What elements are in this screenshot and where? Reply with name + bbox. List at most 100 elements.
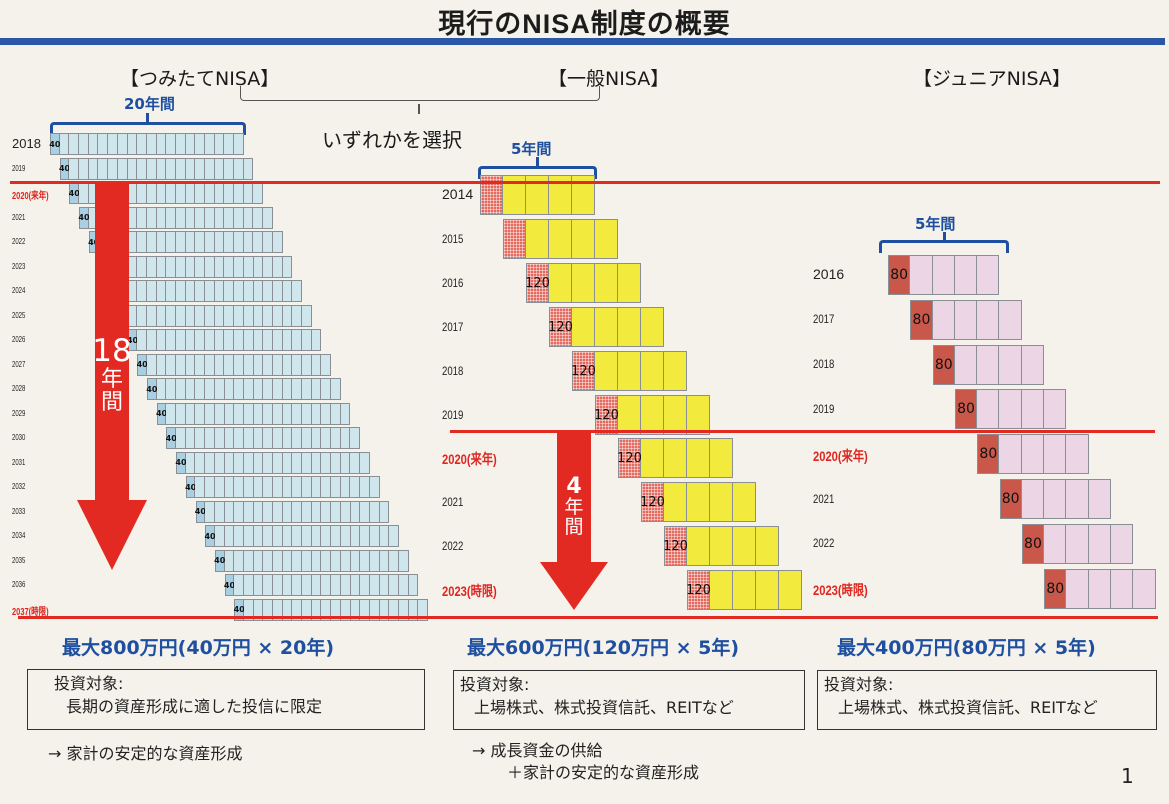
- tsumitate-holding-cell: [263, 353, 273, 376]
- tsumitate-holding-cell: [389, 549, 399, 572]
- general-holding-cell: [595, 263, 618, 303]
- tsumitate-holding-cell: [156, 206, 167, 229]
- tsumitate-holding-cell: [195, 304, 206, 327]
- tsumitate-year-label: 2018: [12, 135, 41, 151]
- general-holding-cell: [664, 395, 687, 435]
- tsumitate-holding-cell: [195, 206, 206, 229]
- tsumitate-year-label: 2033: [12, 506, 26, 516]
- general-arrow-label: 4 年 間: [557, 475, 591, 538]
- tsumitate-holding-cell: [369, 549, 380, 572]
- tsumitate-year-label: 2029: [12, 408, 26, 418]
- tsumitate-holding-cell: [185, 402, 196, 425]
- tsumitate-holding-cell: [243, 353, 254, 376]
- tsumitate-holding-cell: [69, 157, 80, 180]
- tsumitate-holding-cell: [156, 133, 167, 155]
- general-year-label: 2016: [442, 275, 464, 290]
- general-period-bracket: [478, 166, 597, 179]
- tsumitate-holding-cell: [214, 427, 225, 449]
- tsumitate-note: → 家計の安定的な資産形成: [48, 744, 243, 763]
- tsumitate-holding-cell: [127, 231, 138, 253]
- tsumitate-holding-cell: [263, 206, 273, 229]
- tsumitate-holding-cell: [224, 280, 235, 302]
- general-year-row: 120: [594, 395, 710, 435]
- tsumitate-holding-cell: [214, 255, 225, 278]
- tsumitate-holding-cell: [321, 500, 332, 523]
- tsumitate-holding-cell: [243, 304, 254, 327]
- tsumitate-bracket-stem: [146, 113, 149, 123]
- general-contribution-cell: 120: [571, 351, 596, 391]
- tsumitate-holding-cell: [176, 304, 186, 327]
- tsumitate-year-label: 2036: [12, 580, 26, 590]
- general-holding-cell: [572, 219, 595, 259]
- tsumitate-contribution-cell: 40: [156, 402, 167, 425]
- general-holding-cell: [687, 395, 710, 435]
- tsumitate-holding-cell: [224, 231, 235, 253]
- arrow-label-year: 年: [564, 496, 584, 519]
- general-holding-cell: [664, 351, 687, 391]
- tsumitate-holding-cell: [185, 378, 196, 400]
- tsumitate-holding-cell: [253, 353, 264, 376]
- junior-contribution-cell: 80: [999, 479, 1022, 519]
- tsumitate-holding-cell: [282, 255, 293, 278]
- tsumitate-holding-cell: [214, 500, 225, 523]
- tsumitate-year-row: 40: [146, 378, 341, 400]
- tsumitate-holding-cell: [292, 402, 302, 425]
- general-holding-cell: [595, 219, 618, 259]
- tsumitate-holding-cell: [195, 280, 206, 302]
- tsumitate-holding-cell: [234, 329, 244, 351]
- tsumitate-holding-cell: [234, 304, 244, 327]
- tsumitate-holding-cell: [302, 476, 312, 498]
- general-holding-cell: [549, 219, 572, 259]
- tsumitate-holding-cell: [340, 476, 351, 498]
- tsumitate-holding-cell: [185, 255, 196, 278]
- tsumitate-holding-cell: [137, 329, 147, 351]
- general-year-row: 120: [617, 438, 733, 478]
- general-year-row: 120: [686, 570, 802, 610]
- general-holding-cell: [572, 307, 595, 347]
- tsumitate-holding-cell: [166, 329, 177, 351]
- general-year-label: 2018: [442, 363, 464, 378]
- tsumitate-holding-cell: [185, 206, 196, 229]
- tsumitate-holding-cell: [224, 378, 235, 400]
- tsumitate-holding-cell: [166, 280, 176, 302]
- tsumitate-holding-cell: [146, 182, 157, 204]
- tsumitate-holding-cell: [234, 525, 244, 547]
- tsumitate-year-label: 2021: [12, 212, 26, 222]
- tsumitate-holding-cell: [214, 133, 225, 155]
- tsumitate-holding-cell: [243, 598, 254, 621]
- tsumitate-year-row: 40: [166, 427, 361, 449]
- tsumitate-holding-cell: [234, 451, 244, 474]
- junior-holding-cell: [910, 255, 933, 295]
- tsumitate-holding-cell: [302, 427, 312, 449]
- tsumitate-holding-cell: [282, 525, 293, 547]
- general-contribution-cell: 120: [525, 263, 550, 303]
- tsumitate-holding-cell: [243, 182, 254, 204]
- tsumitate-holding-cell: [253, 525, 264, 547]
- junior-year-label: 2022: [813, 536, 835, 551]
- tsumitate-holding-cell: [234, 255, 244, 278]
- tsumitate-holding-cell: [311, 549, 322, 572]
- tsumitate-holding-cell: [350, 500, 361, 523]
- tsumitate-holding-cell: [282, 378, 293, 400]
- junior-holding-cell: [977, 299, 1000, 340]
- tsumitate-holding-cell: [350, 451, 361, 474]
- tsumitate-holding-cell: [292, 476, 303, 498]
- general-year-label: 2023(時限): [442, 583, 497, 600]
- tsumitate-holding-cell: [185, 157, 196, 180]
- general-year-label: 2021: [442, 494, 464, 509]
- tsumitate-holding-cell: [88, 133, 99, 155]
- tsumitate-holding-cell: [243, 231, 254, 253]
- tsumitate-holding-cell: [243, 157, 254, 180]
- target-heading: 投資対象:: [824, 675, 894, 694]
- tsumitate-holding-cell: [292, 549, 303, 572]
- tsumitate-holding-cell: [234, 133, 244, 155]
- tsumitate-holding-cell: [175, 206, 186, 229]
- junior-year-row: 80: [999, 479, 1111, 519]
- tsumitate-holding-cell: [243, 476, 254, 498]
- junior-year-label: 2018: [813, 357, 835, 372]
- general-bracket-stem: [536, 157, 539, 167]
- tsumitate-holding-cell: [292, 500, 303, 523]
- tsumitate-holding-cell: [340, 574, 351, 596]
- tsumitate-holding-cell: [272, 427, 283, 449]
- tsumitate-holding-cell: [292, 304, 302, 327]
